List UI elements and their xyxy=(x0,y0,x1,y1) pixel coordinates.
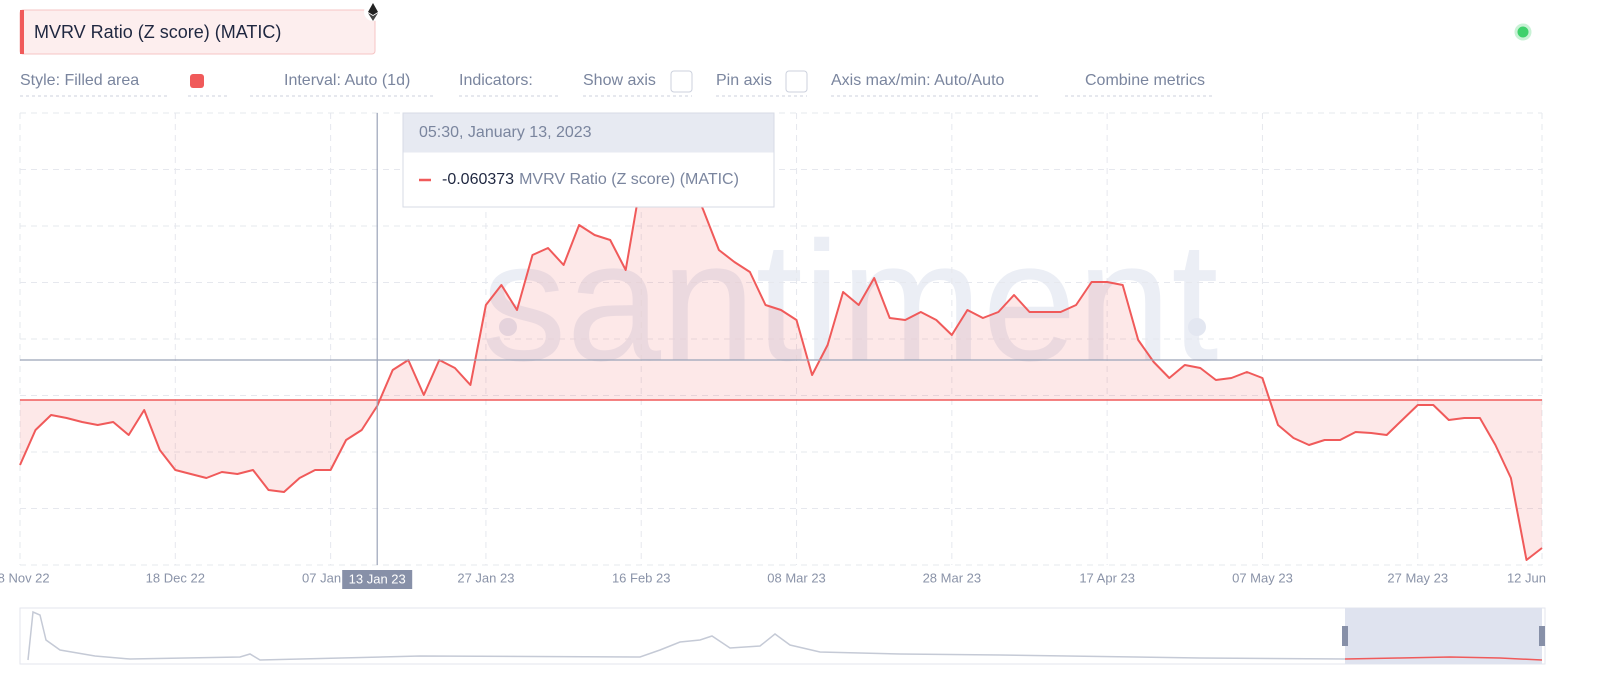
navigator-handle[interactable] xyxy=(1539,626,1545,646)
axis-range-setting[interactable]: Axis max/min: Auto/Auto xyxy=(831,72,1005,89)
title-accent xyxy=(20,10,24,54)
navigator[interactable] xyxy=(19,607,1546,665)
x-tick-label: 27 May 23 xyxy=(1387,570,1448,585)
x-tick-label: 16 Feb 23 xyxy=(612,570,671,585)
tooltip-value: -0.060373 xyxy=(442,171,514,188)
status-dot xyxy=(1514,23,1532,41)
area-fill xyxy=(20,125,1542,560)
tooltip: 05:30, January 13, 2023 -0.060373 MVRV Rat… xyxy=(402,112,775,208)
tooltip-header xyxy=(403,113,774,153)
combine-metrics[interactable]: Combine metrics xyxy=(1085,72,1205,89)
crosshair-label: 13 Jan 23 xyxy=(349,571,406,586)
navigator-window[interactable] xyxy=(1345,608,1542,664)
chart-title: MVRV Ratio (Z score) (MATIC) xyxy=(34,22,281,42)
eth-icon xyxy=(364,3,382,21)
x-tick-label: 17 Apr 23 xyxy=(1079,570,1135,585)
watermark-dot xyxy=(499,318,517,336)
show-axis-setting[interactable]: Show axis xyxy=(583,72,656,89)
checkbox[interactable] xyxy=(785,70,808,93)
crosshair-label-bg xyxy=(342,570,413,589)
tooltip-time: 05:30, January 13, 2023 xyxy=(419,124,592,141)
x-tick-label: 28 Nov 22 xyxy=(0,570,50,585)
line xyxy=(19,124,1543,561)
x-tick-label: 27 Jan 23 xyxy=(457,570,514,585)
checkbox[interactable] xyxy=(670,70,693,93)
x-tick-label: 07 May 23 xyxy=(1232,570,1293,585)
navigator-handle[interactable] xyxy=(1342,626,1348,646)
indicators-setting[interactable]: Indicators: xyxy=(459,72,533,89)
style-setting[interactable]: Style: Filled area xyxy=(20,72,139,89)
x-tick-label: 12 Jun xyxy=(1507,570,1546,585)
watermark-dot xyxy=(1188,318,1206,336)
x-tick-label: 08 Mar 23 xyxy=(767,570,826,585)
tooltip-metric: MVRV Ratio (Z score) (MATIC) xyxy=(519,171,739,188)
x-tick-label: 28 Mar 23 xyxy=(923,570,982,585)
x-tick-label: 18 Dec 22 xyxy=(146,570,205,585)
pin-axis-setting[interactable]: Pin axis xyxy=(716,72,772,89)
interval-setting[interactable]: Interval: Auto (1d) xyxy=(284,72,410,89)
navigator-selection-line xyxy=(1344,656,1543,661)
navigator-overview xyxy=(27,610,1346,661)
color-swatch[interactable] xyxy=(190,74,204,88)
